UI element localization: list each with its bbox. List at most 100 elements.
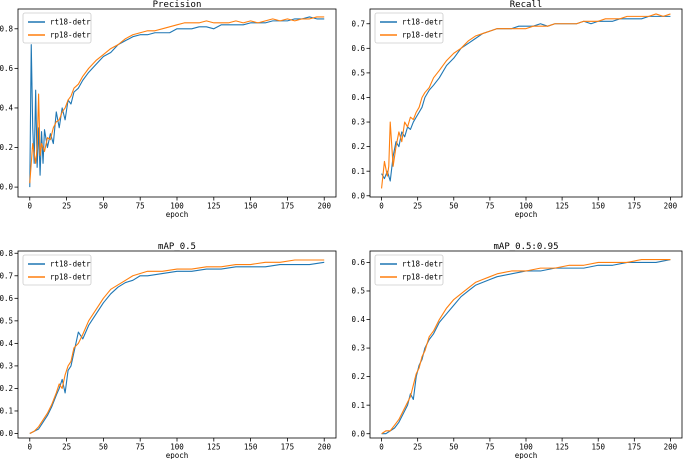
y-tick-label: 0.5 (351, 287, 365, 296)
x-tick-label: 0 (379, 202, 384, 211)
x-tick-label: 75 (136, 202, 145, 211)
x-tick-label: 125 (207, 202, 221, 211)
y-tick-label: 0.6 (351, 44, 365, 53)
legend: rt18-detr rp18-detr (374, 12, 444, 44)
chart-recall: 0 25 50 75 100 125 150 175 200 0.0 0.1 0.2 0.3 0.4 0.5… (351, 0, 683, 219)
y-tick-label: 0.8 (0, 24, 13, 33)
x-tick-label: 175 (281, 202, 295, 211)
y-tick-label: 0.7 (0, 271, 13, 280)
y-tick-label: 0.1 (0, 407, 13, 416)
series-line-rp18-detr (29, 259, 325, 434)
legend-label: rp18-detr (50, 273, 91, 282)
y-tick-label: 0.6 (351, 258, 365, 267)
legend: rt18-detr rp18-detr (22, 12, 92, 44)
x-tick-label: 200 (317, 202, 331, 211)
x-axis-label: epoch (166, 210, 189, 219)
x-tick-label: 175 (628, 443, 642, 452)
x-tick-label: 150 (591, 202, 605, 211)
chart-title: mAP_0.5:0.95 (493, 242, 558, 252)
chart-title: Precision (153, 0, 202, 10)
y-tick-label: 0.6 (0, 64, 13, 73)
x-tick-label: 200 (664, 202, 678, 211)
chart-title: Recall (510, 0, 543, 10)
plot-frame (369, 250, 683, 439)
x-tick-label: 100 (170, 443, 184, 452)
y-tick-label: 0.3 (351, 344, 365, 353)
x-tick-label: 100 (519, 443, 533, 452)
y-tick-label: 0.5 (0, 316, 13, 325)
x-tick-label: 175 (628, 202, 642, 211)
x-axis-label: epoch (515, 210, 538, 219)
legend-label: rt18-detr (402, 18, 443, 27)
x-tick-label: 125 (555, 202, 569, 211)
x-tick-label: 100 (519, 202, 533, 211)
series-line-rt18-detr (29, 261, 325, 434)
x-tick-label: 75 (136, 443, 145, 452)
chart-map50: 0 25 50 75 100 125 150 175 200 0.0 0.1 0.2 0.3 0.4 0.5… (0, 242, 337, 459)
y-tick-label: 0.4 (0, 339, 13, 348)
x-tick-label: 25 (413, 202, 422, 211)
x-tick-label: 0 (379, 443, 384, 452)
chart-map5095: 0 25 50 75 100 125 150 175 200 0.0 0.1 0.2 0.3 0.4 0.5… (351, 242, 683, 459)
y-tick-label: 0.2 (351, 142, 365, 151)
legend: rt18-detr rp18-detr (22, 254, 92, 286)
x-tick-label: 125 (555, 443, 569, 452)
x-tick-label: 25 (62, 443, 71, 452)
x-axis-label: epoch (515, 451, 538, 459)
x-tick-label: 50 (449, 202, 459, 211)
y-tick-label: 0.2 (0, 384, 13, 393)
x-tick-label: 150 (591, 443, 605, 452)
x-tick-label: 150 (244, 202, 258, 211)
legend-label: rt18-detr (50, 260, 91, 269)
x-tick-label: 50 (99, 202, 109, 211)
series-line-rp18-detr (381, 259, 671, 435)
y-tick-label: 0.3 (351, 118, 365, 127)
legend-label: rp18-detr (402, 31, 443, 40)
plot-frame (369, 8, 683, 198)
y-tick-label: 0.2 (0, 143, 13, 152)
x-tick-label: 150 (244, 443, 258, 452)
x-tick-label: 200 (664, 443, 678, 452)
x-tick-label: 75 (485, 202, 494, 211)
x-tick-label: 25 (413, 443, 422, 452)
x-tick-label: 50 (99, 443, 109, 452)
x-tick-label: 100 (170, 202, 184, 211)
plot-frame (17, 8, 337, 198)
y-tick-label: 0.4 (351, 315, 365, 324)
series-line-rp18-detr (381, 13, 671, 189)
series-line-rp18-detr (29, 16, 325, 184)
y-tick-label: 0.4 (351, 93, 365, 102)
x-tick-label: 75 (485, 443, 494, 452)
y-tick-label: 0.1 (351, 167, 365, 176)
legend-label: rp18-detr (402, 273, 443, 282)
y-tick-label: 0.3 (0, 362, 13, 371)
y-tick-label: 0.6 (0, 294, 13, 303)
legend-label: rt18-detr (50, 18, 91, 27)
y-tick-label: 0.0 (351, 191, 365, 200)
chart-precision: 0 25 50 75 100 125 150 175 200 0.0 0.2 0.4 0.6 0.8 Pre… (0, 0, 337, 219)
x-tick-label: 50 (449, 443, 459, 452)
y-tick-label: 0.2 (351, 372, 365, 381)
x-tick-label: 0 (28, 443, 33, 452)
legend-label: rt18-detr (402, 260, 443, 269)
y-tick-label: 0.4 (0, 104, 13, 113)
x-tick-label: 200 (317, 443, 331, 452)
legend: rt18-detr rp18-detr (374, 254, 444, 286)
y-tick-label: 0.0 (0, 183, 13, 192)
y-tick-label: 0.7 (351, 19, 365, 28)
y-tick-label: 0.0 (351, 429, 365, 438)
plot-frame (17, 250, 337, 439)
y-tick-label: 0.1 (351, 401, 365, 410)
series-line-rt18-detr (381, 259, 671, 435)
legend-label: rp18-detr (50, 31, 91, 40)
y-tick-label: 0.5 (351, 68, 365, 77)
x-tick-label: 25 (62, 202, 71, 211)
y-tick-label: 0.8 (0, 249, 13, 258)
x-tick-label: 125 (207, 443, 221, 452)
x-tick-label: 0 (28, 202, 33, 211)
x-axis-label: epoch (166, 451, 189, 459)
y-tick-label: 0.0 (0, 429, 13, 438)
chart-title: mAP_0.5 (158, 242, 196, 252)
x-tick-label: 175 (281, 443, 295, 452)
